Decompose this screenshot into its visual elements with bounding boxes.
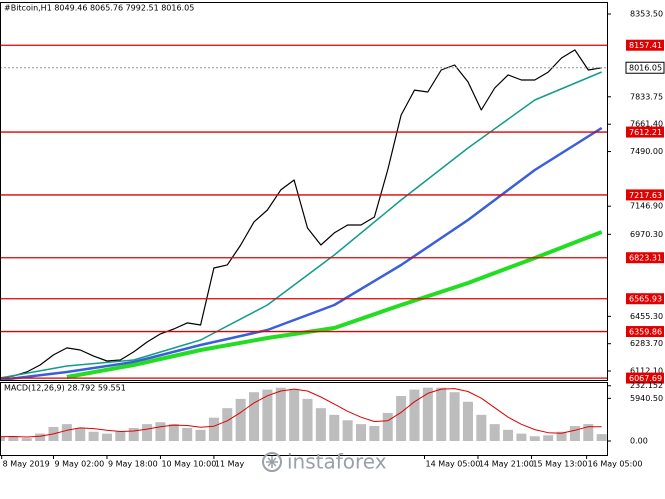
macd-bar bbox=[596, 434, 607, 442]
y-tick-label: 232.152 bbox=[630, 381, 663, 390]
macd-bar bbox=[155, 422, 166, 442]
current-price-box bbox=[625, 61, 665, 74]
chart-title: #Bitcoin,H1 8049.46 8065.76 7992.51 8016… bbox=[4, 4, 194, 13]
macd-bar bbox=[8, 436, 19, 442]
macd-bar bbox=[249, 392, 260, 442]
y-tick-label: 7661.40 bbox=[630, 120, 663, 129]
series-line bbox=[66, 230, 603, 379]
current-price-label: 8016.05 bbox=[629, 64, 662, 73]
x-tick-label: 8 May 2019 bbox=[3, 460, 50, 469]
macd-panel bbox=[0, 387, 607, 442]
macd-bar bbox=[315, 408, 326, 442]
macd-bar bbox=[369, 426, 380, 442]
macd-bar bbox=[302, 398, 313, 442]
price-panel bbox=[0, 44, 608, 380]
macd-bar bbox=[61, 424, 72, 442]
macd-bar bbox=[529, 436, 540, 442]
level-box bbox=[626, 189, 664, 201]
macd-bar bbox=[168, 424, 179, 442]
level-box bbox=[626, 252, 664, 264]
x-tick-label: 14 May 05:00 bbox=[426, 460, 481, 469]
macd-bar bbox=[569, 426, 580, 442]
series-line bbox=[0, 388, 602, 438]
macd-bar bbox=[342, 420, 353, 442]
macd-title: MACD(12,26,9) 28.792 59.551 bbox=[4, 384, 126, 393]
y-tick-label: 7833.75 bbox=[630, 92, 663, 101]
axes: 8 May 2019 9 May 02:00 9 May 18:00 10 May 1… bbox=[1, 9, 665, 469]
macd-bar bbox=[503, 429, 514, 442]
macd-bar bbox=[208, 417, 219, 442]
x-tick-label: 9 May 02:00 bbox=[54, 460, 104, 469]
macd-bar bbox=[329, 414, 340, 442]
macd-bar bbox=[35, 433, 46, 442]
y-tick-label: 7146.90 bbox=[630, 202, 663, 211]
macd-bar bbox=[489, 424, 500, 442]
macd-bar bbox=[355, 424, 367, 442]
y-tick-label: 7490.00 bbox=[630, 147, 663, 156]
x-tick-label: 11 May bbox=[215, 460, 245, 469]
level-box bbox=[626, 293, 664, 305]
y-tick-label: 6455.30 bbox=[630, 312, 663, 321]
level-label: 6823.31 bbox=[629, 254, 662, 263]
macd-bar bbox=[75, 427, 86, 442]
level-box bbox=[626, 126, 664, 138]
macd-bar bbox=[556, 431, 567, 442]
x-tick-label: 15 May 13:00 bbox=[532, 460, 587, 469]
series-line bbox=[0, 71, 602, 379]
macd-bar bbox=[422, 387, 433, 442]
level-label: 6067.69 bbox=[629, 374, 662, 383]
y-tick-label: 6112.10 bbox=[630, 367, 663, 376]
level-label: 6565.93 bbox=[629, 295, 662, 304]
macd-bar bbox=[128, 427, 139, 442]
level-label: 6359.86 bbox=[629, 328, 662, 337]
series-line bbox=[0, 49, 602, 379]
macd-bar bbox=[396, 396, 407, 442]
price-frame bbox=[0, 2, 608, 381]
macd-bar bbox=[275, 387, 286, 442]
macd-bar bbox=[21, 438, 32, 442]
macd-bar bbox=[543, 435, 554, 442]
macd-bar bbox=[409, 389, 420, 442]
x-tick-label: 16 May 05:00 bbox=[588, 460, 643, 469]
macd-bar bbox=[88, 431, 99, 442]
watermark: instaforex bbox=[287, 450, 387, 474]
level-box bbox=[626, 39, 664, 51]
macd-frame bbox=[0, 382, 608, 456]
y-tick-label: 0.00 bbox=[630, 437, 648, 446]
level-box bbox=[626, 372, 664, 384]
logo-circle bbox=[262, 452, 282, 472]
macd-bar bbox=[0, 436, 6, 442]
macd-bar bbox=[462, 401, 473, 442]
level-label: 7612.21 bbox=[629, 128, 662, 137]
x-tick-label: 10 May 10:00 bbox=[161, 460, 216, 469]
x-tick-label: 9 May 18:00 bbox=[108, 460, 158, 469]
macd-bar bbox=[182, 427, 193, 442]
macd-bar bbox=[235, 398, 246, 442]
watermark-logo: instaforex bbox=[262, 450, 387, 474]
macd-bar bbox=[583, 424, 594, 442]
macd-bar bbox=[222, 408, 233, 442]
macd-bar bbox=[382, 412, 393, 442]
x-tick-label: 14 May 21:00 bbox=[479, 460, 534, 469]
macd-bar bbox=[436, 387, 447, 442]
y-tick-label: 5940.50 bbox=[630, 394, 663, 403]
macd-bar bbox=[101, 433, 112, 442]
macd-bar bbox=[262, 389, 273, 442]
y-tick-label: 8353.50 bbox=[630, 9, 663, 18]
macd-bar bbox=[516, 433, 527, 442]
macd-bar bbox=[449, 392, 460, 442]
macd-bar bbox=[289, 389, 300, 442]
macd-bar bbox=[195, 429, 206, 442]
level-box bbox=[626, 326, 664, 338]
y-tick-label: 6283.70 bbox=[630, 339, 663, 348]
logo-star bbox=[266, 456, 278, 468]
macd-bar bbox=[115, 431, 126, 442]
level-label: 7217.63 bbox=[629, 191, 662, 200]
y-tick-label: 6970.30 bbox=[630, 230, 663, 239]
macd-bar bbox=[476, 414, 487, 442]
level-label: 8157.41 bbox=[629, 41, 662, 50]
macd-bar bbox=[142, 424, 153, 442]
